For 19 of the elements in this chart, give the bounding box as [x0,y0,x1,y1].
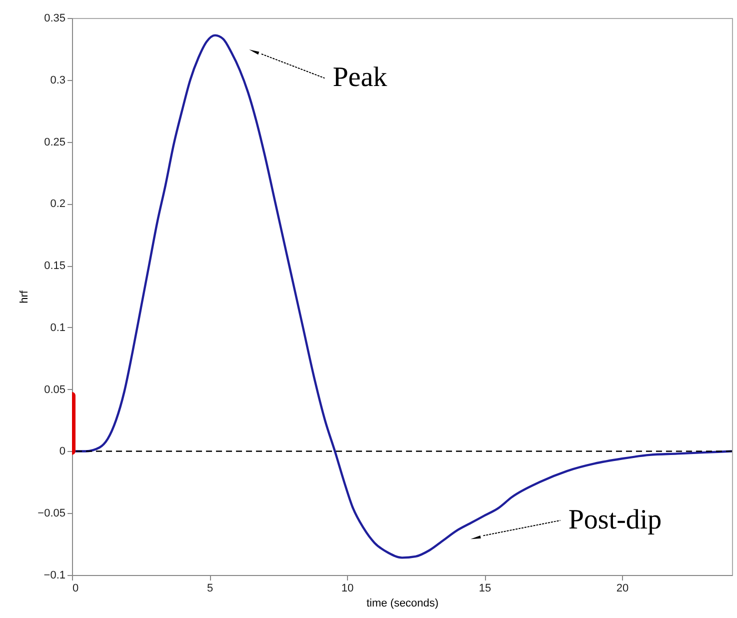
y-tick-label: 0 [59,446,66,458]
y-tick-label: −0.1 [44,570,66,582]
annotation: Post-dip [568,504,662,536]
y-tick-label: 0.25 [44,136,66,148]
annotation: Peak [332,62,388,94]
x-tick-label: 0 [72,582,79,594]
y-axis-title: hrf [18,290,31,304]
y-tick-label: −0.05 [38,508,66,520]
x-tick-label: 5 [206,582,214,594]
y-tick-label: 0.15 [44,260,66,272]
x-axis-title: time (seconds) [366,598,439,610]
x-tick-label: 20 [616,582,629,594]
y-tick-label: 0.1 [50,322,66,334]
y-tick-label: 0.2 [50,198,66,210]
x-tick-label: 10 [341,582,354,594]
y-tick-label: 0.3 [50,74,66,86]
x-tick-label: 15 [478,582,492,594]
y-tick-label: 0.05 [44,384,66,396]
y-tick-label: 0.35 [44,12,66,24]
